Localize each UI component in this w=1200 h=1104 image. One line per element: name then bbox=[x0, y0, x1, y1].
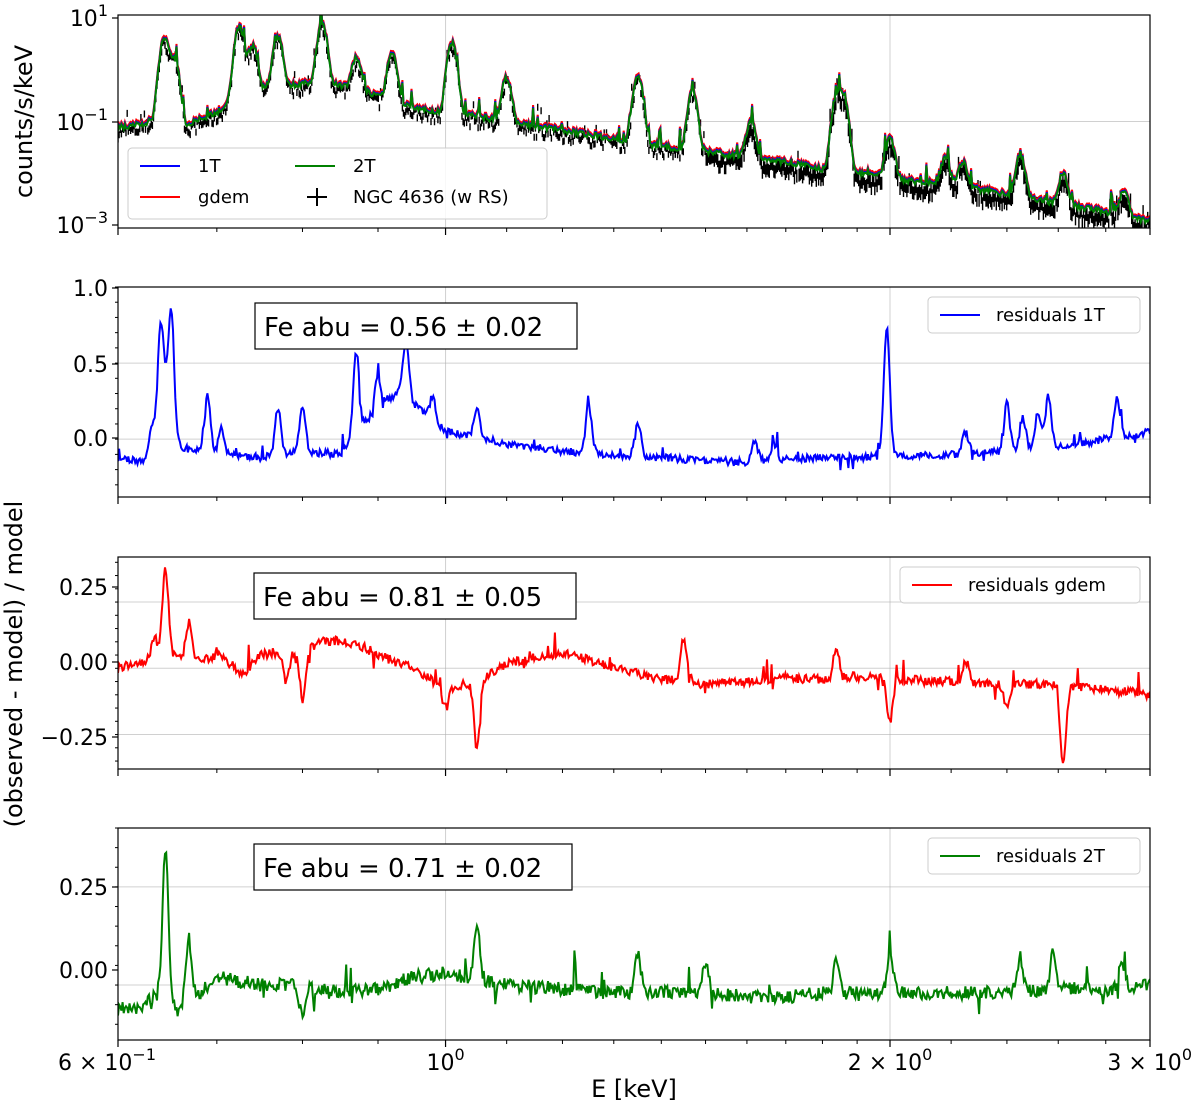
panel-residuals-1T: 1.0 0.5 0.0 residuals 1T Fe abu = 0.56 ± 0.0… bbox=[73, 277, 1151, 504]
fe-abundance-box bbox=[253, 572, 577, 620]
y-axis: 1.0 0.5 0.0 bbox=[73, 277, 118, 486]
series-group bbox=[118, 567, 1150, 764]
legend: residuals gdem bbox=[899, 566, 1141, 604]
legend: 1T 2T gdem NGC 4636 (w RS) bbox=[127, 147, 548, 220]
legend-box bbox=[927, 837, 1141, 875]
y-axis: 0.25 0.00 bbox=[59, 827, 118, 1025]
fe-abundance-box bbox=[254, 302, 578, 350]
y-tick-label: 0.25 bbox=[59, 576, 108, 601]
series-group bbox=[118, 15, 1150, 228]
legend-box bbox=[927, 296, 1141, 334]
panel-residuals-gdem: 0.25 0.00 −0.25 residuals gdem Fe abu = 0.81… bbox=[41, 556, 1151, 776]
series-group bbox=[118, 850, 1150, 1021]
y-tick-label: 10−3 bbox=[56, 208, 108, 239]
y-tick-label: 0.0 bbox=[73, 427, 108, 452]
y-tick-label: 1.0 bbox=[73, 277, 108, 302]
y-tick-label: 0.25 bbox=[59, 876, 108, 901]
y-tick-label: −0.25 bbox=[41, 726, 108, 751]
x-axis-label: E [keV] bbox=[591, 1075, 677, 1103]
x-tick-label: 6 × 10−1 bbox=[58, 1045, 156, 1076]
series-2t-model bbox=[118, 15, 1150, 226]
minor-ticks bbox=[216, 769, 1107, 773]
series-residuals-2t bbox=[118, 850, 1150, 1021]
x-tick-label: 3 × 100 bbox=[1107, 1045, 1192, 1076]
series-residuals-gdem bbox=[118, 567, 1150, 764]
fe-abundance-box bbox=[253, 843, 573, 891]
legend-label: gdem bbox=[198, 187, 249, 208]
plot-frame bbox=[117, 556, 1151, 770]
panel-spectrum: 101 10−1 10−3 counts/s/keV 1T 2T gdem NGC 4636 … bbox=[10, 1, 1151, 239]
legend-label: residuals 1T bbox=[996, 305, 1106, 326]
panel-residuals-2T: 0.25 0.00 residuals 2T Fe abu = 0.71 ± 0.02 bbox=[59, 827, 1151, 1047]
x-tick-labels: 6 × 10−1 100 2 × 100 3 × 100 bbox=[58, 1045, 1192, 1076]
legend-box bbox=[127, 147, 548, 220]
legend: residuals 2T bbox=[927, 837, 1141, 875]
y-axis-label-residuals: (observed - model) / model bbox=[0, 501, 28, 828]
y-tick-label: 0.5 bbox=[73, 353, 108, 378]
x-axis bbox=[117, 1040, 1151, 1047]
series-group bbox=[118, 308, 1150, 471]
x-tick-label: 100 bbox=[426, 1045, 464, 1076]
legend-label: residuals 2T bbox=[996, 846, 1106, 867]
legend: residuals 1T bbox=[927, 296, 1141, 334]
y-tick-label: 10−1 bbox=[56, 105, 108, 136]
legend-label: NGC 4636 (w RS) bbox=[353, 187, 509, 208]
x-axis bbox=[117, 769, 1151, 776]
y-tick-label: 0.00 bbox=[59, 959, 108, 984]
x-axis bbox=[117, 228, 1151, 235]
legend-label: residuals gdem bbox=[968, 575, 1106, 596]
x-tick-label: 2 × 100 bbox=[848, 1045, 933, 1076]
fe-abundance-label: Fe abu = 0.81 ± 0.05 bbox=[263, 583, 542, 613]
legend-box bbox=[899, 566, 1141, 604]
y-axis: 101 10−1 10−3 bbox=[56, 1, 118, 239]
plot-frame bbox=[117, 286, 1151, 498]
minor-ticks bbox=[216, 497, 1107, 501]
legend-label: 1T bbox=[198, 156, 221, 177]
y-tick-label: 101 bbox=[70, 1, 108, 32]
fe-abundance-label: Fe abu = 0.56 ± 0.02 bbox=[264, 313, 543, 343]
series-residuals-1t bbox=[118, 308, 1150, 471]
y-axis-label: counts/s/keV bbox=[10, 44, 38, 198]
fe-abundance-label: Fe abu = 0.71 ± 0.02 bbox=[263, 854, 542, 884]
minor-ticks bbox=[216, 228, 1107, 232]
plot-frame bbox=[117, 827, 1151, 1041]
legend-label: 2T bbox=[353, 156, 376, 177]
y-tick-label: 0.00 bbox=[59, 651, 108, 676]
y-axis: 0.25 0.00 −0.25 bbox=[41, 561, 118, 762]
x-axis bbox=[117, 497, 1151, 504]
minor-ticks bbox=[216, 1040, 1107, 1044]
